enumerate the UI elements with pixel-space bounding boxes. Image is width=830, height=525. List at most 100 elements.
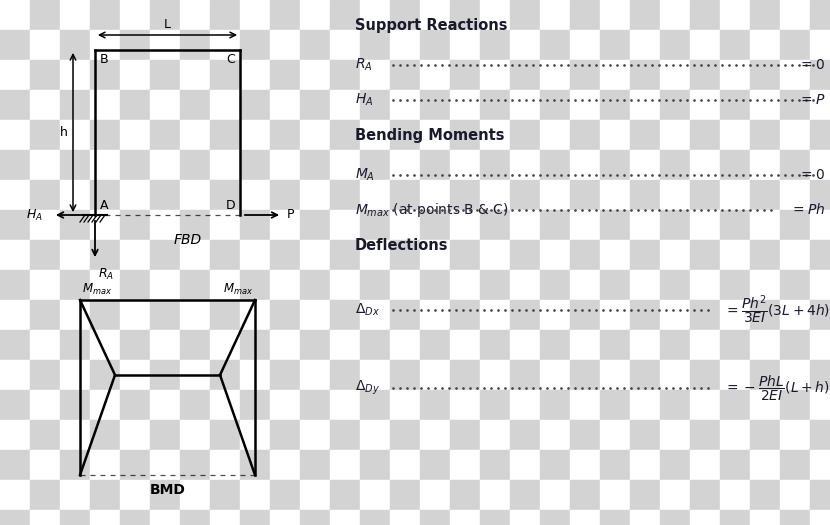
- Bar: [480, 480, 510, 510]
- Bar: [360, 420, 390, 450]
- Bar: [720, 120, 750, 150]
- Bar: [720, 510, 750, 525]
- Bar: [780, 90, 810, 120]
- Bar: [330, 60, 360, 90]
- Bar: [180, 270, 210, 300]
- Bar: [450, 390, 480, 420]
- Bar: [750, 300, 780, 330]
- Bar: [30, 510, 60, 525]
- Bar: [120, 480, 150, 510]
- Bar: [90, 330, 120, 360]
- Bar: [720, 150, 750, 180]
- Bar: [720, 270, 750, 300]
- Bar: [660, 420, 690, 450]
- Bar: [330, 30, 360, 60]
- Bar: [780, 150, 810, 180]
- Bar: [180, 510, 210, 525]
- Bar: [600, 450, 630, 480]
- Bar: [570, 390, 600, 420]
- Text: $=\dfrac{Ph^2}{3EI}(3L+4h)$: $=\dfrac{Ph^2}{3EI}(3L+4h)$: [724, 293, 830, 327]
- Bar: [120, 450, 150, 480]
- Text: BMD: BMD: [149, 483, 185, 497]
- Bar: [510, 480, 540, 510]
- Bar: [60, 330, 90, 360]
- Bar: [210, 150, 240, 180]
- Bar: [450, 120, 480, 150]
- Bar: [750, 360, 780, 390]
- Bar: [390, 150, 420, 180]
- Bar: [510, 390, 540, 420]
- Bar: [300, 180, 330, 210]
- Bar: [720, 420, 750, 450]
- Bar: [720, 360, 750, 390]
- Bar: [0, 300, 30, 330]
- Bar: [720, 450, 750, 480]
- Bar: [210, 510, 240, 525]
- Bar: [360, 90, 390, 120]
- Bar: [690, 360, 720, 390]
- Bar: [630, 90, 660, 120]
- Text: h: h: [60, 126, 68, 139]
- Bar: [420, 450, 450, 480]
- Bar: [480, 270, 510, 300]
- Bar: [390, 450, 420, 480]
- Bar: [660, 510, 690, 525]
- Bar: [690, 0, 720, 30]
- Bar: [180, 180, 210, 210]
- Bar: [600, 150, 630, 180]
- Bar: [480, 120, 510, 150]
- Bar: [690, 240, 720, 270]
- Bar: [210, 420, 240, 450]
- Bar: [360, 480, 390, 510]
- Bar: [780, 510, 810, 525]
- Bar: [330, 210, 360, 240]
- Bar: [240, 420, 270, 450]
- Bar: [300, 60, 330, 90]
- Bar: [330, 480, 360, 510]
- Bar: [60, 480, 90, 510]
- Bar: [60, 510, 90, 525]
- Bar: [480, 210, 510, 240]
- Bar: [510, 0, 540, 30]
- Bar: [30, 360, 60, 390]
- Bar: [210, 360, 240, 390]
- Bar: [570, 360, 600, 390]
- Bar: [660, 90, 690, 120]
- Bar: [810, 60, 830, 90]
- Bar: [510, 60, 540, 90]
- Bar: [630, 450, 660, 480]
- Bar: [30, 120, 60, 150]
- Bar: [180, 150, 210, 180]
- Bar: [150, 510, 180, 525]
- Bar: [180, 30, 210, 60]
- Bar: [600, 30, 630, 60]
- Bar: [750, 120, 780, 150]
- Bar: [600, 510, 630, 525]
- Bar: [780, 450, 810, 480]
- Bar: [240, 450, 270, 480]
- Bar: [300, 210, 330, 240]
- Text: FBD: FBD: [173, 233, 202, 247]
- Bar: [510, 300, 540, 330]
- Bar: [60, 90, 90, 120]
- Bar: [570, 150, 600, 180]
- Bar: [210, 30, 240, 60]
- Bar: [420, 300, 450, 330]
- Bar: [270, 270, 300, 300]
- Bar: [480, 60, 510, 90]
- Bar: [480, 420, 510, 450]
- Bar: [690, 480, 720, 510]
- Bar: [690, 420, 720, 450]
- Bar: [300, 240, 330, 270]
- Bar: [540, 180, 570, 210]
- Bar: [120, 60, 150, 90]
- Bar: [300, 480, 330, 510]
- Bar: [270, 480, 300, 510]
- Bar: [180, 390, 210, 420]
- Bar: [630, 30, 660, 60]
- Bar: [330, 270, 360, 300]
- Bar: [720, 210, 750, 240]
- Text: A: A: [100, 199, 109, 212]
- Bar: [120, 300, 150, 330]
- Bar: [390, 240, 420, 270]
